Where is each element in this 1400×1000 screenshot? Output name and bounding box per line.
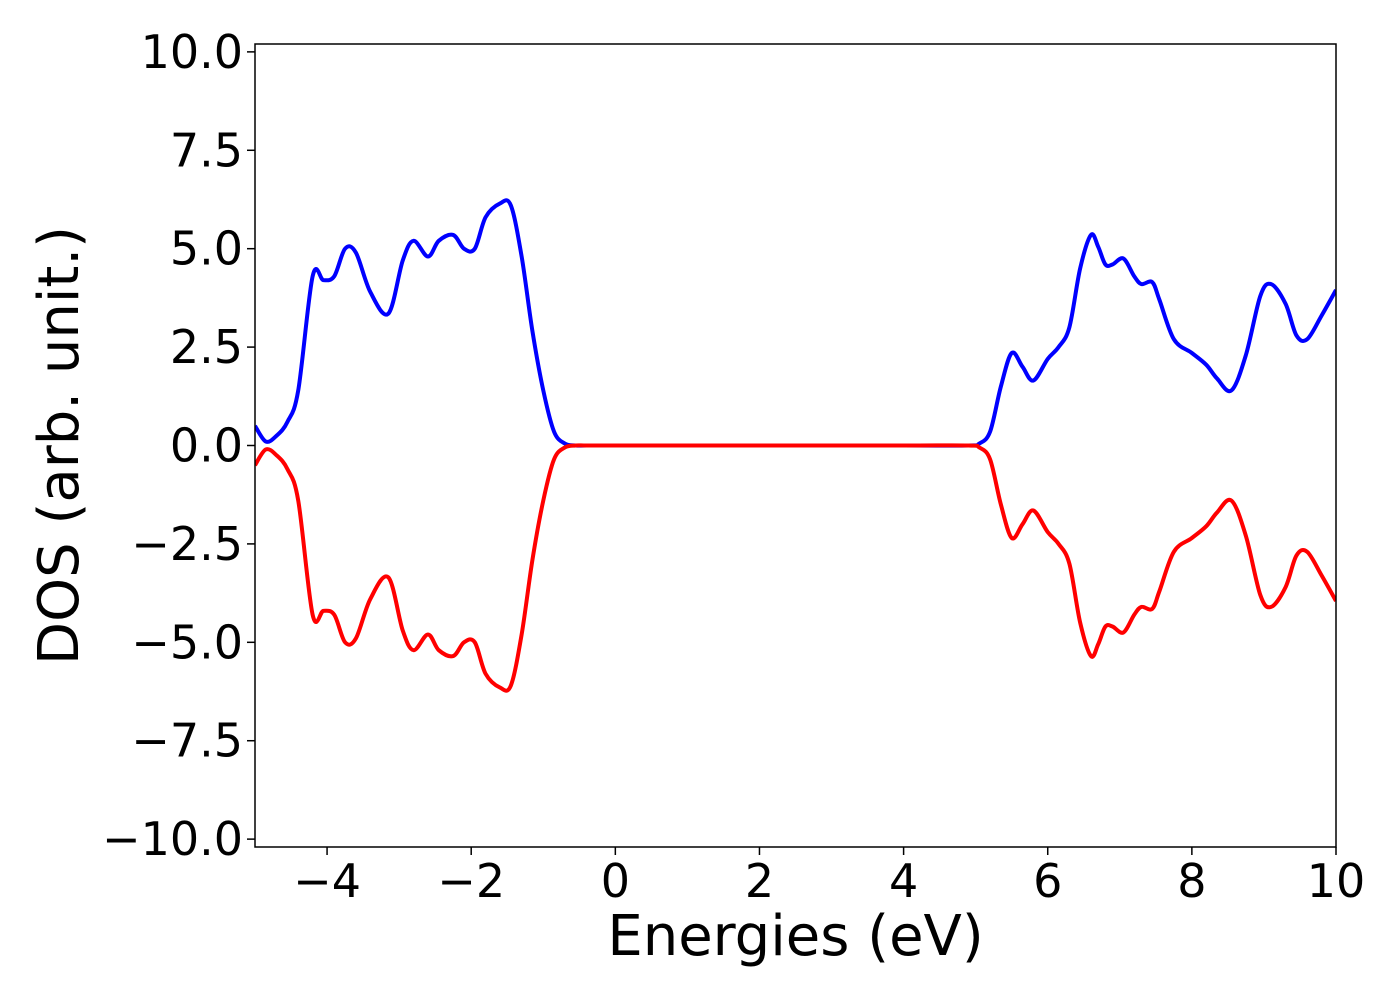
y-tick-label: 5.0 [170,222,243,276]
x-tick-label: −4 [293,854,361,908]
x-tick-label: 2 [745,854,774,908]
y-tick-label: −7.5 [131,714,243,768]
x-axis: −4 −2 0 2 4 6 8 10 [293,847,1365,908]
y-tick-label: −5.0 [131,615,243,669]
x-axis-label: Energies (eV) [607,904,983,969]
y-tick-label: 0.0 [170,419,243,473]
series-line-1 [255,443,1336,693]
x-tick-label: 4 [889,854,918,908]
y-axis-label: DOS (arb. unit.) [27,226,92,665]
series-layer [255,198,1336,693]
y-tick-label: 2.5 [170,320,243,374]
x-tick-label: 8 [1177,854,1206,908]
y-tick-label: 7.5 [170,123,243,177]
x-tick-label: 0 [601,854,630,908]
x-tick-label: 6 [1033,854,1062,908]
y-tick-label: −10.0 [102,812,243,866]
x-tick-label: −2 [437,854,505,908]
y-tick-label: 10.0 [141,25,243,79]
y-tick-label: −2.5 [131,517,243,571]
x-tick-label: 10 [1307,854,1366,908]
y-axis: 10.0 7.5 5.0 2.5 0.0 −2.5 −5.0 −7.5 −10.0 [102,25,255,866]
